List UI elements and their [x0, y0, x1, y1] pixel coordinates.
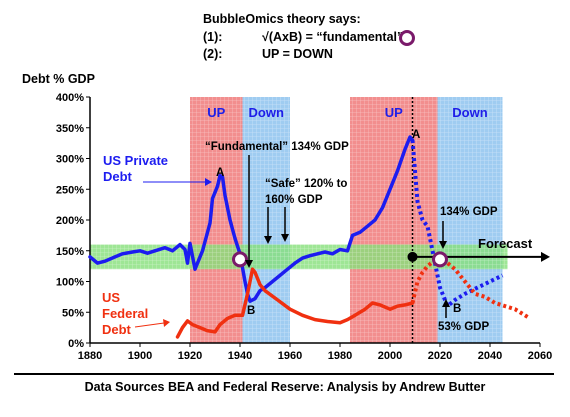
series-line-us-private-debt [88, 135, 415, 303]
note-134-gdp: 134% GDP [440, 206, 498, 218]
peak-a-1930: A [216, 167, 224, 179]
y-tick-label-0: 0% [68, 338, 84, 350]
x-tick-label-2040: 2040 [478, 350, 502, 362]
y-tick-label-300: 300% [56, 154, 84, 166]
federal-debt-label: US Federal Debt [102, 290, 148, 337]
safe-note-arrowhead-1 [264, 236, 272, 244]
x-tick-label-2000: 2000 [378, 350, 402, 362]
private-label-arrowhead [205, 178, 212, 186]
footer-source: Data Sources BEA and Federal Reserve: An… [84, 380, 486, 394]
x-tick-label-2020: 2020 [428, 350, 452, 362]
y-tick-label-50: 50% [62, 307, 84, 319]
y-tick-label-100: 100% [56, 277, 84, 289]
trough-b-2023: B [453, 303, 461, 315]
x-tick-label-1880: 1880 [78, 350, 102, 362]
trough-b-1944: B [247, 305, 255, 317]
y-tick-label-200: 200% [56, 215, 84, 227]
y-axis-title: Debt % GDP [22, 72, 95, 86]
private-debt-label: US Private Debt [103, 153, 168, 184]
header-rule2-text: UP = DOWN [262, 47, 333, 61]
fundamental-point-0 [232, 251, 248, 268]
y-tick-label-350: 350% [56, 123, 84, 135]
note-53-gdp: 53% GDP [438, 321, 489, 333]
region-down-3 [437, 97, 503, 343]
note-53-arrowhead [442, 299, 450, 307]
fundamental-point-1 [432, 251, 448, 268]
region-label-0: UP [207, 105, 225, 120]
peak-a-2008: A [412, 129, 420, 141]
header-rule1-text: √(AxB) = “fundamental” = [262, 30, 415, 44]
x-tick-label-1960: 1960 [278, 350, 302, 362]
forecast-arrowhead [541, 251, 550, 262]
region-label-3: Down [452, 105, 487, 120]
series-line-us-federal-debt [175, 267, 415, 339]
safe-note: “Safe” 120% to 160% GDP [265, 178, 347, 206]
region-up-0 [190, 97, 243, 343]
debt-chart: UP Down UP Down 0% 50% 100% 150% 200% 250% 300% 350… [22, 72, 552, 362]
safe-note-arrowhead-2 [281, 234, 289, 242]
forecast-start-point [407, 251, 418, 262]
fundamental-note-arrowhead [245, 260, 253, 268]
fundamental-note: “Fundamental” 134% GDP [205, 141, 349, 153]
header-title: BubbleOmics theory says: [203, 12, 361, 26]
x-tick-label-1920: 1920 [178, 350, 202, 362]
note-134-arrowhead [439, 241, 447, 249]
x-tick-label-2060: 2060 [528, 350, 552, 362]
federal-label-arrow-line [134, 322, 165, 328]
footer-divider [14, 373, 554, 375]
region-up-2 [350, 97, 438, 343]
fundamental-circle-icon [399, 30, 415, 46]
y-tick-label-150: 150% [56, 246, 84, 258]
forecast-label: Forecast [478, 236, 533, 251]
y-tick-label-250: 250% [56, 184, 84, 196]
region-label-2: UP [385, 105, 403, 120]
federal-label-arrowhead [163, 319, 170, 327]
header-rule1-number: (1): [203, 30, 223, 44]
header-rule2-number: (2): [203, 47, 223, 61]
region-label-1: Down [249, 105, 284, 120]
x-tick-label-1980: 1980 [328, 350, 352, 362]
y-tick-label-400: 400% [56, 92, 84, 104]
x-tick-label-1940: 1940 [228, 350, 252, 362]
x-tick-label-1900: 1900 [128, 350, 152, 362]
